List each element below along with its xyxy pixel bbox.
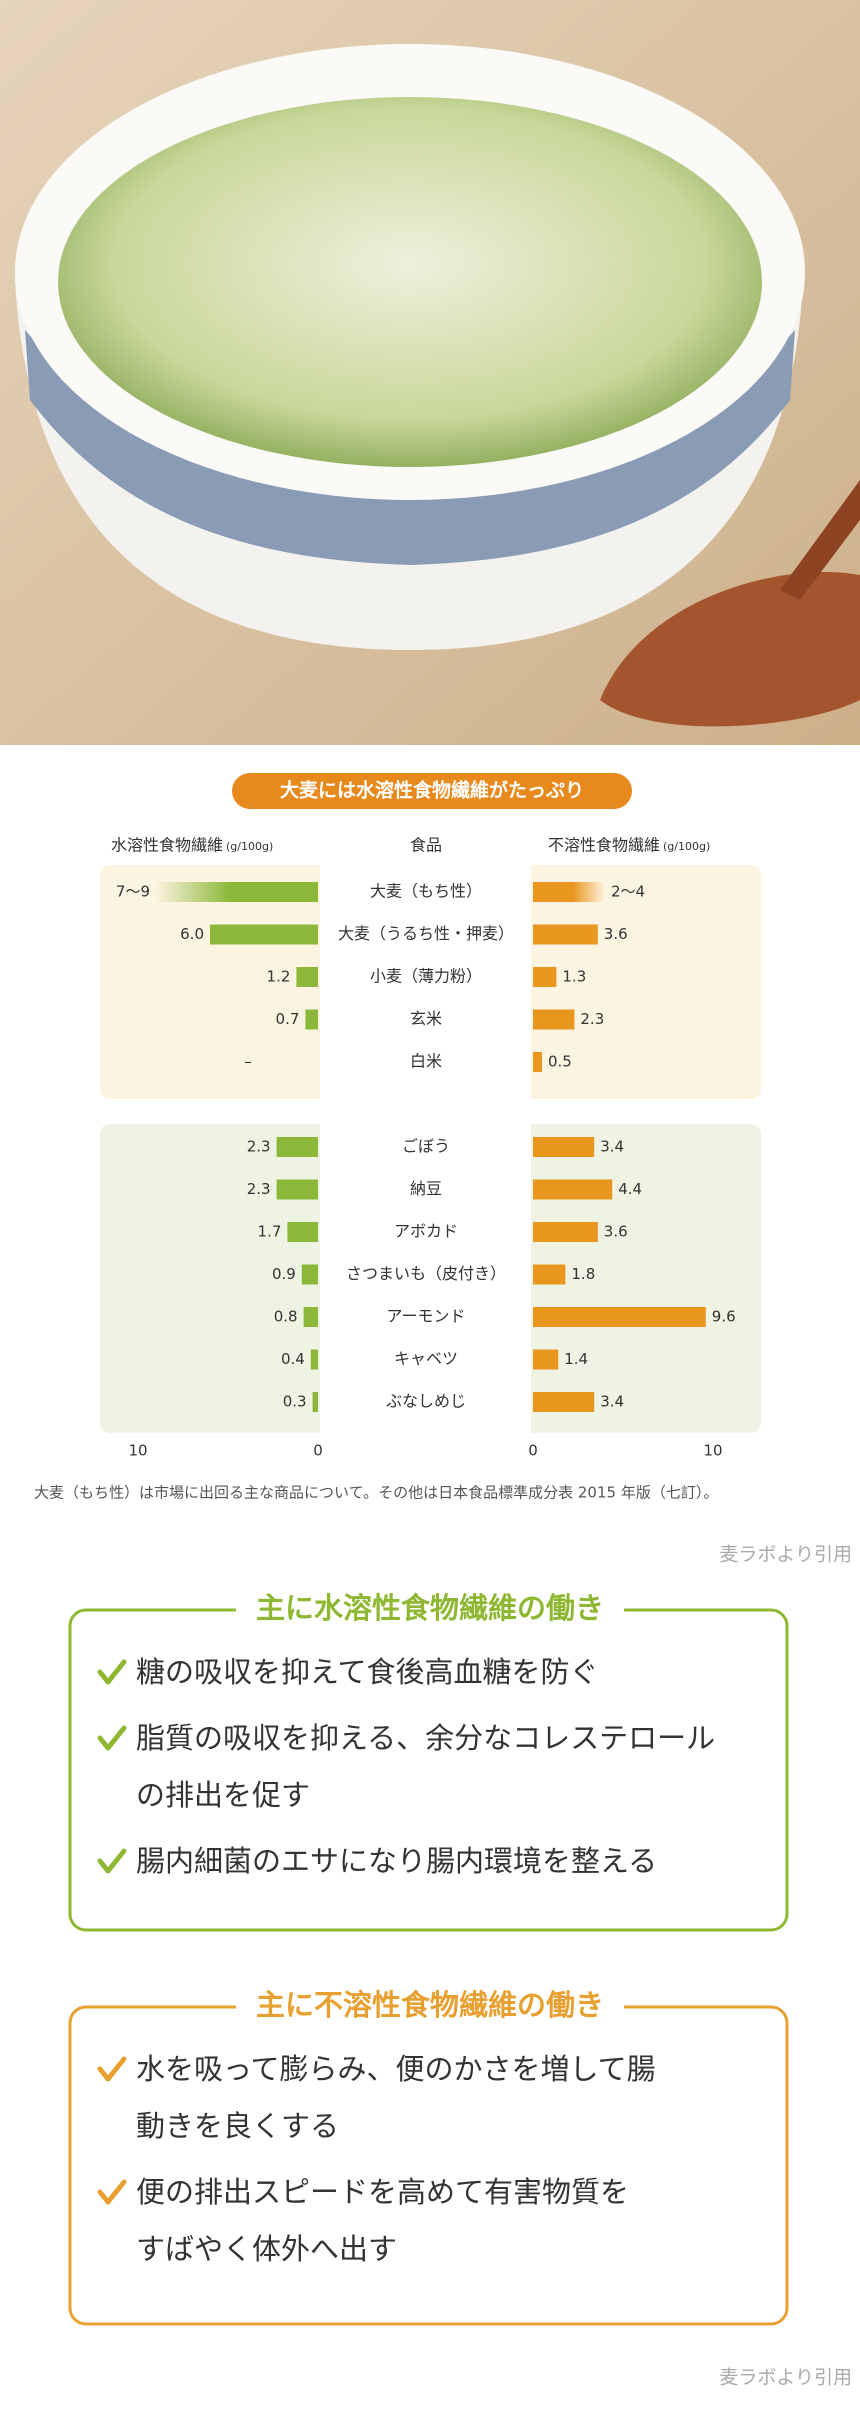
value-label: 4.4 — [618, 1180, 642, 1198]
category-label: アボカド — [394, 1222, 458, 1241]
title-backdrop — [235, 1604, 625, 1616]
category-label: 大麦（うるち性・押麦） — [338, 924, 514, 943]
box-title: 主に不溶性食物繊維の働き — [256, 1988, 604, 2022]
x-tick-label: 0 — [313, 1442, 323, 1460]
value-label: 2〜4 — [611, 883, 645, 901]
category-label: アーモンド — [386, 1307, 465, 1326]
bar — [533, 1009, 575, 1030]
check-icon — [97, 2056, 127, 2082]
box-item: 糖の吸収を抑えて食後高血糖を防ぐ — [136, 1655, 599, 1689]
value-label: 2.3 — [580, 1010, 604, 1028]
category-label: ぶなしめじ — [386, 1392, 466, 1411]
bar — [533, 1307, 706, 1327]
value-label: 2.3 — [247, 1180, 271, 1198]
check-icon — [97, 2179, 127, 2205]
value-label: 7〜9 — [116, 883, 150, 901]
title-backdrop — [235, 2001, 625, 2013]
unit-left: (g/100g) — [226, 840, 273, 853]
value-label: 9.6 — [712, 1308, 736, 1326]
bar — [533, 1179, 613, 1200]
category-label: キャベツ — [394, 1349, 458, 1368]
note: 大麦（もち性）は市場に出回る主な商品について。その他は日本食品標準成分表 201… — [34, 1484, 718, 1502]
category-label: 玄米 — [410, 1009, 442, 1028]
bar — [533, 1264, 566, 1285]
category-label: 白米 — [410, 1052, 442, 1071]
box-item: 便の排出スピードを高めて有害物質を — [136, 2175, 629, 2209]
bar — [276, 1179, 318, 1200]
value-label: 3.6 — [604, 925, 628, 943]
box-item: の排出を促す — [136, 1778, 310, 1812]
category-label: ごぼう — [402, 1137, 450, 1156]
bar — [296, 967, 318, 987]
value-label: 3.4 — [600, 1393, 624, 1411]
title-pill — [232, 773, 632, 809]
value-label: 1.8 — [571, 1265, 595, 1283]
panel-gap — [320, 865, 531, 1433]
value-label: 6.0 — [180, 925, 204, 943]
bar — [312, 1392, 318, 1412]
x-tick-label: 10 — [703, 1442, 722, 1460]
bar — [310, 1349, 318, 1370]
bar — [533, 924, 598, 945]
value-label: 0.4 — [281, 1350, 305, 1368]
value-label: 0.7 — [276, 1010, 300, 1028]
value-label: 1.4 — [564, 1350, 588, 1368]
unit-right: (g/100g) — [663, 840, 710, 853]
value-label: 3.4 — [600, 1138, 624, 1156]
check-icon — [97, 1725, 127, 1751]
bar — [305, 1009, 318, 1030]
photo — [0, 0, 860, 745]
bar — [533, 967, 557, 987]
box-item: 脂質の吸収を抑える、余分なコレステロール — [136, 1721, 715, 1755]
bar — [156, 882, 318, 902]
legend-left: 水溶性食物繊維 — [111, 836, 223, 855]
value-label: 1.7 — [258, 1223, 282, 1241]
bar — [533, 1052, 542, 1072]
bar — [533, 1222, 598, 1242]
value-label: 2.3 — [247, 1138, 271, 1156]
bar — [533, 882, 605, 902]
box-title: 主に水溶性食物繊維の働き — [256, 1591, 604, 1625]
category-label: 小麦（薄力粉） — [370, 967, 482, 986]
check-icon — [97, 1848, 127, 1874]
value-label: 0.3 — [283, 1393, 307, 1411]
box-item: すばやく体外へ出す — [136, 2232, 397, 2266]
value-label: 3.6 — [604, 1223, 628, 1241]
bar — [276, 1137, 318, 1157]
category-header: 食品 — [410, 836, 442, 855]
category-label: さつまいも（皮付き） — [346, 1264, 506, 1283]
value-label: 0.5 — [548, 1053, 572, 1071]
value-label: 0.9 — [272, 1265, 296, 1283]
chart-title: 大麦には水溶性食物繊維がたっぷり — [280, 779, 584, 802]
category-label: 大麦（もち性） — [370, 882, 482, 901]
category-label: 納豆 — [410, 1179, 442, 1198]
bar — [303, 1307, 318, 1327]
bar — [287, 1222, 318, 1242]
source: 麦ラボより引用 — [719, 1544, 852, 1566]
value-label: 1.3 — [562, 968, 586, 986]
bar — [533, 1392, 595, 1412]
value-label: 1.2 — [267, 968, 291, 986]
check-icon — [97, 1659, 127, 1685]
source: 麦ラボより引用 — [719, 2367, 852, 2389]
value-label: 0.8 — [274, 1308, 298, 1326]
bar — [533, 1349, 559, 1370]
box-item: 水を吸って膨らみ、便のかさを増して腸 — [136, 2052, 656, 2086]
bar — [533, 1137, 595, 1157]
x-tick-label: 0 — [528, 1442, 538, 1460]
box-item: 動きを良くする — [136, 2109, 339, 2143]
x-tick-label: 10 — [128, 1442, 147, 1460]
bar — [210, 924, 318, 945]
legend-right: 不溶性食物繊維 — [548, 836, 660, 855]
box-item: 腸内細菌のエサになり腸内環境を整える — [136, 1844, 657, 1878]
bar — [301, 1264, 318, 1285]
value-label: – — [244, 1053, 252, 1071]
